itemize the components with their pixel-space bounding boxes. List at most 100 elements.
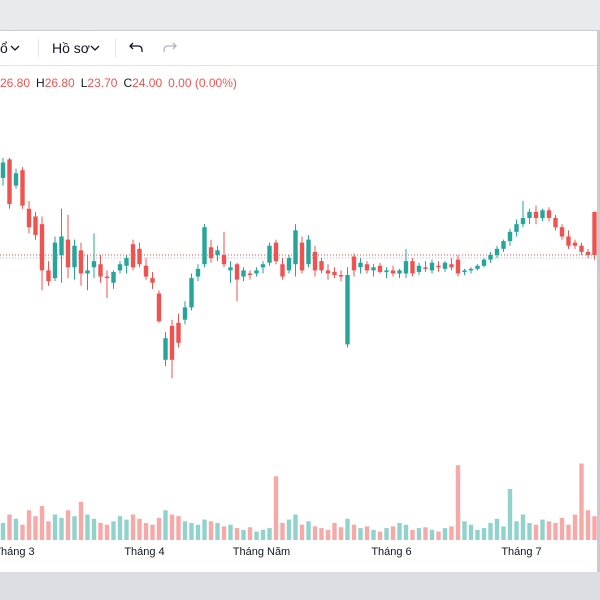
volume-bar bbox=[293, 514, 298, 540]
volume-bar bbox=[299, 524, 305, 540]
chevron bbox=[10, 45, 20, 51]
volume-bar bbox=[319, 528, 324, 540]
candle-body bbox=[72, 245, 77, 268]
candle-body bbox=[358, 262, 363, 268]
candle-body bbox=[254, 270, 259, 274]
volume-bar bbox=[228, 524, 233, 540]
volume-bar bbox=[104, 524, 110, 540]
volume-bar bbox=[85, 514, 90, 540]
candle-body bbox=[156, 293, 162, 322]
legend-value: 23.70 bbox=[87, 76, 118, 90]
candle-body bbox=[377, 265, 383, 272]
volume-bar bbox=[52, 514, 58, 540]
volume-bar bbox=[286, 519, 292, 540]
volume-bar bbox=[0, 523, 6, 540]
legend-label: L bbox=[80, 76, 88, 90]
candle-body bbox=[7, 159, 12, 205]
candle-body bbox=[98, 264, 103, 277]
volume-bar bbox=[215, 523, 220, 540]
candle-body bbox=[572, 242, 578, 246]
volume-bar bbox=[72, 516, 77, 540]
candle-body bbox=[137, 248, 142, 265]
volume-bar bbox=[520, 514, 526, 540]
window-bar bbox=[0, 0, 600, 31]
volume-bar bbox=[579, 463, 584, 540]
candle-body bbox=[286, 258, 292, 271]
volume-bar bbox=[559, 517, 565, 540]
candle-body bbox=[449, 264, 454, 268]
candle-body bbox=[338, 275, 344, 277]
candle-body bbox=[78, 250, 84, 274]
candle-body bbox=[130, 244, 136, 268]
candle-body bbox=[293, 230, 298, 265]
candle-body bbox=[546, 210, 552, 218]
volume-bar bbox=[592, 516, 597, 540]
candle-body bbox=[267, 245, 272, 263]
ohlc-legend: 26.80 H26.80 L23.70 C24.00 0.00 (0.00%) bbox=[0, 76, 243, 90]
candle-body bbox=[306, 239, 311, 265]
volume-bar bbox=[65, 510, 71, 540]
volume-bar bbox=[585, 510, 591, 540]
volume-bar bbox=[20, 524, 25, 540]
candle-body bbox=[364, 264, 370, 271]
toolbar-item[interactable]: Hồ sơ bbox=[52, 40, 90, 56]
x-tick-label: Tháng 4 bbox=[124, 546, 164, 558]
candle-body bbox=[579, 245, 584, 252]
candle-body bbox=[20, 170, 25, 206]
candle-body bbox=[416, 265, 422, 272]
volume-bar bbox=[436, 531, 441, 540]
volume-bar bbox=[423, 527, 428, 540]
candle-body bbox=[325, 270, 331, 274]
candle-body bbox=[390, 270, 396, 274]
candle-body bbox=[351, 256, 357, 271]
separator bbox=[115, 39, 116, 57]
candle-body bbox=[481, 259, 487, 266]
candle-body bbox=[104, 276, 110, 279]
volume-bar bbox=[501, 526, 506, 540]
volume-bar bbox=[397, 523, 402, 540]
candle-body bbox=[585, 251, 591, 255]
bottom-bar bbox=[0, 572, 600, 600]
candle-body bbox=[241, 270, 246, 277]
candle-body bbox=[397, 270, 402, 274]
volume-bar bbox=[280, 523, 285, 540]
volume-bar bbox=[553, 523, 558, 540]
volume-bar bbox=[46, 521, 51, 540]
volume-bar bbox=[150, 524, 155, 540]
legend-label: C bbox=[123, 76, 133, 90]
candle-body bbox=[202, 227, 207, 265]
volume-bar bbox=[33, 516, 38, 540]
candle-body bbox=[65, 239, 71, 268]
candle-body bbox=[111, 271, 116, 283]
undo-button[interactable] bbox=[128, 40, 144, 56]
volume-bar bbox=[442, 528, 448, 540]
volume-bar bbox=[384, 528, 389, 540]
candle-body bbox=[52, 242, 58, 279]
candle-body bbox=[488, 254, 493, 260]
candle-body bbox=[468, 268, 474, 271]
volume-bar bbox=[111, 521, 116, 540]
volume-bar bbox=[117, 516, 123, 540]
volume-bar bbox=[377, 531, 383, 540]
volume-bar bbox=[182, 521, 188, 540]
candle-body bbox=[176, 322, 181, 343]
candle-body bbox=[169, 325, 175, 360]
volume-bar bbox=[137, 518, 142, 540]
volume-bar bbox=[462, 521, 467, 540]
volume-bar bbox=[91, 518, 97, 540]
volume-bar bbox=[455, 465, 461, 540]
candle-body bbox=[540, 210, 545, 218]
volume-bar bbox=[254, 531, 259, 540]
redo-button[interactable] bbox=[162, 40, 178, 56]
volume-bar bbox=[7, 514, 12, 540]
volume-bar bbox=[26, 510, 32, 540]
toolbar-item[interactable]: ổ bbox=[0, 40, 8, 56]
volume-bar bbox=[358, 528, 363, 540]
candle-body bbox=[566, 236, 571, 246]
volume-bar bbox=[527, 523, 532, 540]
candle-body bbox=[533, 211, 539, 218]
volume-bar bbox=[306, 521, 311, 540]
candle-body bbox=[462, 270, 467, 272]
chart: Tháng 3 Tháng 4 Tháng Năm Tháng 6 Tháng 7 bbox=[0, 157, 597, 558]
